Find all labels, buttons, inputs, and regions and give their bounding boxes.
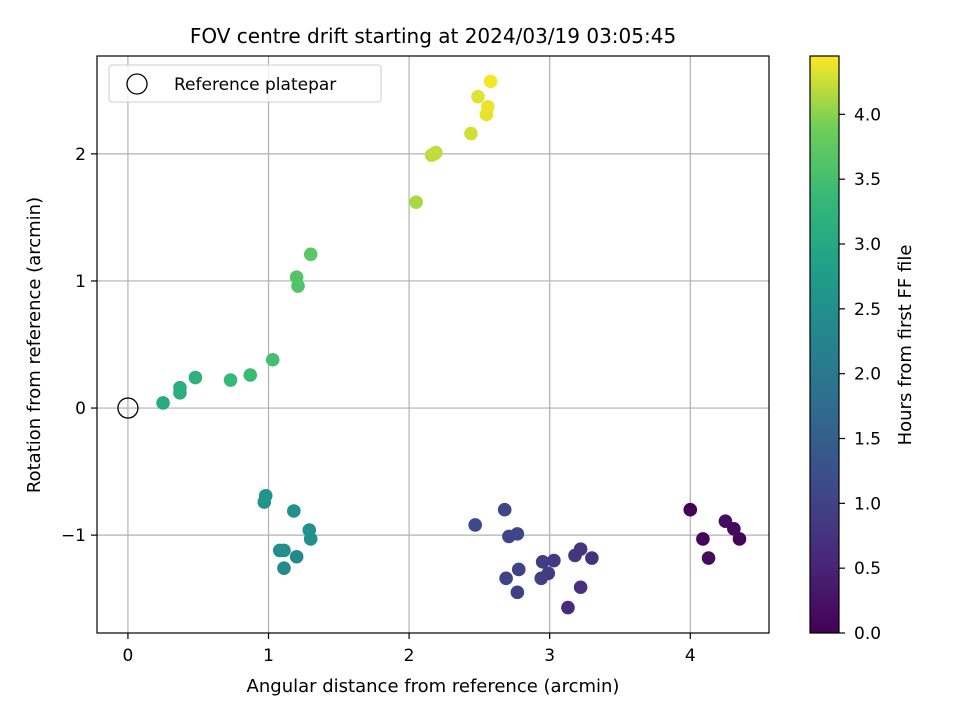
y-tick-label: 0 [75,399,86,419]
legend-box [108,64,382,103]
scatter-point [701,551,716,565]
scatter-point [277,543,291,558]
scatter-point [289,270,304,284]
scatter-point [464,126,478,141]
legend-label-reference: Reference platepar [174,75,336,95]
colorbar-tick-label: 3.0 [854,235,881,255]
x-tick-label: 2 [404,646,415,666]
scatter-point [156,396,170,410]
scatter-point [561,600,575,615]
scatter-point [510,527,525,541]
scatter-point [427,147,442,161]
scatter-point [535,555,550,569]
scatter-point [568,548,582,563]
scatter-point [302,523,317,537]
y-tick-label: 2 [75,145,86,165]
scatter-point [547,553,561,568]
colorbar-ticks: 0.0 0.5 1.0 1.5 2.0 2.5 3.0 3.5 4.0 [839,105,881,644]
colorbar-tick-label: 2.5 [854,300,881,320]
legend: Reference platepar [108,64,382,103]
x-axis-ticks: 0 1 2 3 4 [123,633,696,666]
x-axis-label: Angular distance from reference (arcmin) [247,676,620,697]
scatter-point [471,89,485,104]
colorbar: 0.0 0.5 1.0 1.5 2.0 2.5 3.0 3.5 4.0 Hours from f… [809,55,916,644]
reference-platepar-marker [117,397,139,419]
x-tick-label: 1 [263,646,274,666]
scatter-point [732,532,747,546]
scatter-point [683,502,698,517]
grid-lines [97,56,769,633]
colorbar-label: Hours from first FF file [895,245,916,446]
colorbar-tick-label: 2.0 [854,365,881,385]
scatter-point [499,571,513,586]
x-tick-label: 0 [123,646,134,666]
data-points [156,74,747,615]
scatter-point [265,352,280,367]
y-axis-label: Rotation from reference (arcmin) [24,197,45,493]
y-axis-ticks: −1 0 1 2 [61,145,97,546]
legend-marker-reference [126,73,148,95]
scatter-point [497,502,512,517]
scatter-point [243,368,258,382]
plot-frame [96,55,770,634]
scatter-point [468,518,482,532]
colorbar-tick-label: 1.5 [854,430,881,450]
scatter-point [511,562,526,577]
scatter-point [289,549,304,564]
scatter-point [188,370,203,385]
scatter-point [483,74,498,89]
scatter-point [727,521,741,536]
chart-title: FOV centre drift starting at 2024/03/19 … [190,24,676,48]
scatter-point [258,488,273,503]
scatter-point [173,380,187,395]
y-tick-label: −1 [61,526,86,546]
x-tick-label: 3 [544,646,555,666]
scatter-point [223,373,238,387]
scatter-point [696,532,710,546]
colorbar-gradient [809,55,840,634]
scatter-point [585,551,599,565]
scatter-point [481,100,495,114]
colorbar-tick-label: 0.0 [854,624,881,644]
scatter-point [303,247,318,262]
scatter-point [287,504,301,518]
scatter-point [277,561,291,575]
scatter-point [534,571,549,586]
colorbar-tick-label: 1.0 [854,494,881,514]
colorbar-tick-label: 4.0 [854,105,881,125]
y-tick-label: 1 [75,272,86,292]
scatter-point [573,580,588,595]
scatter-point [409,195,423,209]
colorbar-tick-label: 3.5 [854,170,881,190]
colorbar-tick-label: 0.5 [854,559,881,579]
x-tick-label: 4 [685,646,696,666]
scatter-point [510,585,525,600]
reference-marker-layer [117,397,139,419]
